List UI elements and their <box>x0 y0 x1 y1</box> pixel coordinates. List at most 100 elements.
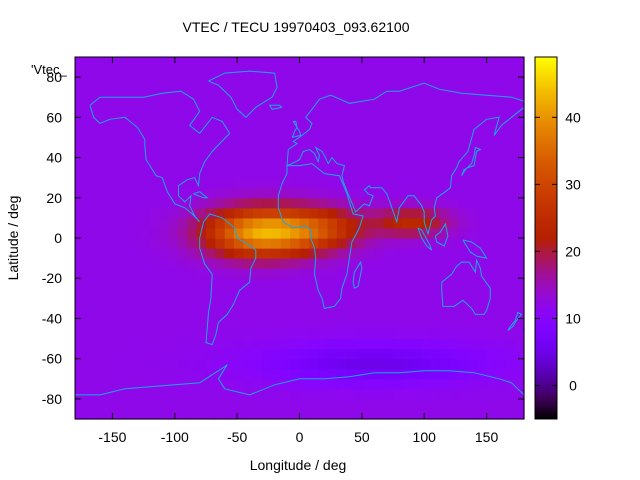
heatmap-cell <box>103 127 114 139</box>
heatmap-cell <box>121 298 132 309</box>
heatmap-cell <box>140 167 151 179</box>
heatmap-cell <box>346 368 357 380</box>
heatmap-cell <box>103 258 114 269</box>
heatmap-cell <box>495 388 506 400</box>
heatmap-cell <box>495 57 506 68</box>
heatmap-cell <box>271 248 282 259</box>
heatmap-cell <box>187 57 198 68</box>
heatmap-cell <box>168 278 179 289</box>
heatmap-cell <box>215 258 226 269</box>
heatmap-cell <box>318 117 329 128</box>
heatmap-cell <box>486 107 497 118</box>
heatmap-cell <box>75 167 85 179</box>
heatmap-cell <box>505 217 516 229</box>
heatmap-cell <box>140 268 151 279</box>
heatmap-cell <box>355 338 366 350</box>
heatmap-cell <box>243 368 254 380</box>
heatmap-cell <box>327 197 338 209</box>
heatmap-cell <box>383 248 394 259</box>
heatmap-cell <box>234 278 244 289</box>
heatmap-cell <box>159 308 170 320</box>
heatmap-cell <box>393 87 403 98</box>
heatmap-cell <box>439 177 450 189</box>
heatmap-cell <box>514 127 525 139</box>
heatmap-cell <box>383 358 394 370</box>
heatmap-cell <box>140 67 151 78</box>
heatmap-cell <box>374 97 385 108</box>
heatmap-cell <box>411 77 422 88</box>
heatmap-cell <box>215 268 226 279</box>
heatmap-cell <box>140 318 151 330</box>
heatmap-cell <box>505 87 516 98</box>
heatmap-cell <box>477 67 488 78</box>
heatmap-cell <box>121 288 132 299</box>
heatmap-cell <box>168 248 179 259</box>
heatmap-cell <box>364 87 375 98</box>
coastline <box>352 260 363 289</box>
heatmap-cell <box>439 167 450 179</box>
heatmap-cell <box>252 57 263 68</box>
heatmap-cell <box>505 97 516 108</box>
heatmap-cell <box>262 197 273 209</box>
heatmap-cell <box>411 388 422 400</box>
heatmap-cell <box>495 328 506 340</box>
heatmap-cell <box>383 127 394 139</box>
heatmap-cell <box>346 298 357 309</box>
heatmap-cell <box>318 67 329 78</box>
heatmap-cell <box>299 217 310 229</box>
heatmap-cell <box>308 288 319 299</box>
heatmap-cell <box>131 157 142 169</box>
heatmap-cell <box>355 67 366 78</box>
heatmap-cell <box>262 238 273 249</box>
heatmap-cell <box>299 107 310 118</box>
heatmap-cell <box>318 348 329 360</box>
heatmap-cell <box>505 358 516 370</box>
heatmap-cell <box>196 127 207 139</box>
heatmap-cell <box>75 187 85 199</box>
heatmap-cell <box>393 398 403 410</box>
heatmap-cell <box>477 227 488 239</box>
heatmap-cell <box>290 147 301 159</box>
heatmap-cell <box>196 117 207 128</box>
heatmap-cell <box>177 117 188 128</box>
heatmap-cell <box>252 368 263 380</box>
heatmap-cell <box>402 177 413 189</box>
heatmap-cell <box>290 298 301 309</box>
heatmap-cell <box>308 258 319 269</box>
heatmap-cell <box>140 117 151 128</box>
heatmap-cell <box>467 87 478 98</box>
heatmap-cell <box>149 378 160 390</box>
heatmap-cell <box>215 77 226 88</box>
heatmap-cell <box>449 97 460 108</box>
heatmap-cell <box>383 308 394 320</box>
heatmap-cell <box>271 147 282 159</box>
heatmap-cell <box>243 248 254 259</box>
heatmap-cell <box>383 87 394 98</box>
heatmap-cell <box>187 298 198 309</box>
heatmap-cell <box>308 217 319 229</box>
heatmap-cell <box>495 398 506 410</box>
heatmap-cell <box>364 107 375 118</box>
heatmap-cell <box>486 127 497 139</box>
heatmap-cell <box>346 137 357 149</box>
heatmap-cell <box>131 77 142 88</box>
heatmap-cell <box>374 127 385 139</box>
heatmap-cell <box>149 177 160 189</box>
heatmap-cell <box>196 238 207 249</box>
heatmap-cell <box>224 328 235 340</box>
heatmap-cell <box>196 207 207 219</box>
heatmap-cell <box>243 288 254 299</box>
heatmap-cell <box>402 197 413 209</box>
heatmap-cell <box>205 378 216 390</box>
heatmap-cell <box>308 57 319 68</box>
heatmap-cell <box>336 97 347 108</box>
heatmap-cell <box>149 238 160 249</box>
heatmap-cell <box>187 398 198 410</box>
heatmap-cell <box>121 167 132 179</box>
heatmap-cell <box>495 358 506 370</box>
heatmap-cell <box>308 268 319 279</box>
heatmap-cell <box>168 167 179 179</box>
heatmap-cell <box>355 137 366 149</box>
heatmap-cell <box>121 87 132 98</box>
